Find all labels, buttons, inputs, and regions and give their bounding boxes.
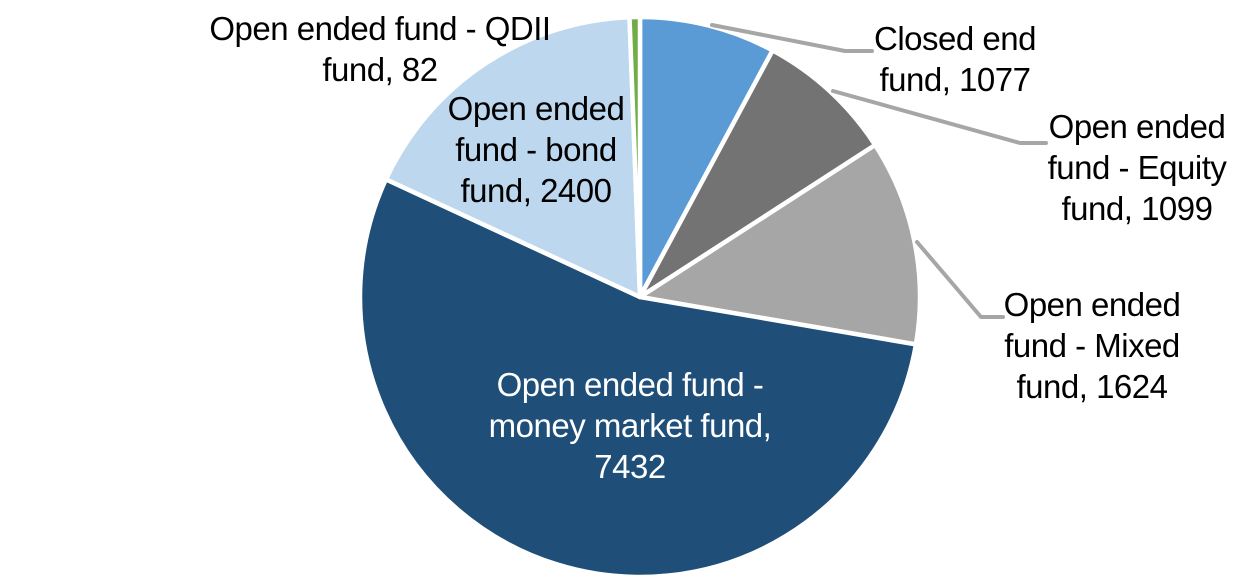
leader-line-closed-end-fund (710, 23, 874, 53)
pie-slice-open-ended-fund-bond (383, 14, 643, 300)
pie-slice-open-ended-fund-equity (637, 48, 878, 300)
pie-slice-open-ended-fund-mixed (637, 142, 923, 347)
leader-lines (710, 23, 1048, 319)
pie-slice-open-ended-fund-qdii (627, 14, 643, 300)
leader-line-open-ended-fund-mixed (915, 240, 1005, 319)
leader-line-open-ended-fund-equity (831, 89, 1048, 145)
pie-slice-closed-end-fund (637, 14, 775, 300)
pie-slices (357, 14, 923, 580)
pie-slice-open-ended-fund-money-market (357, 177, 919, 580)
